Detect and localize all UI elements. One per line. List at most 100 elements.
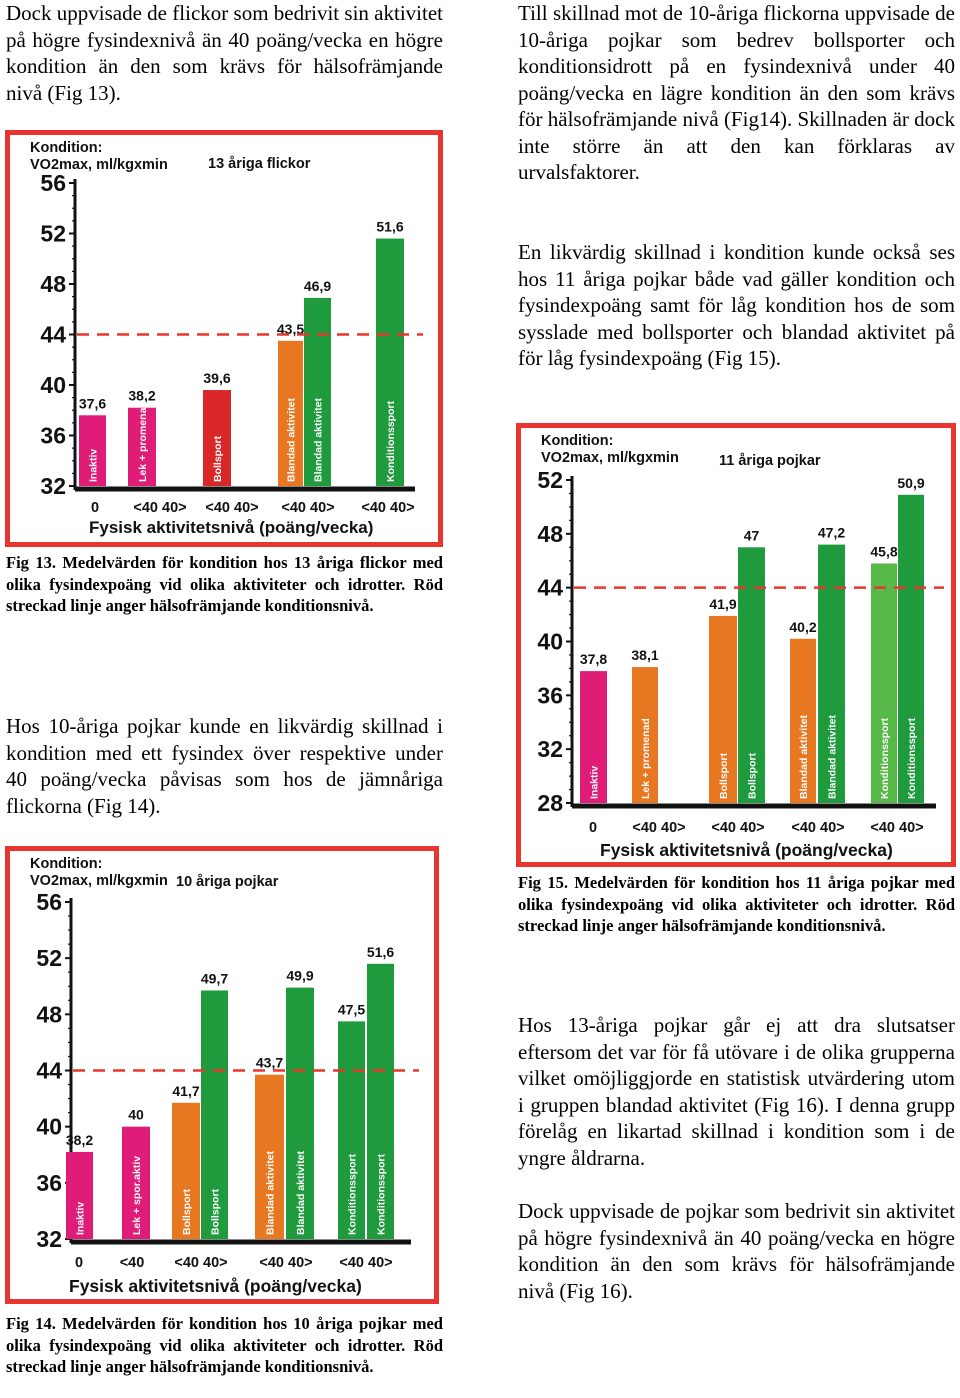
bar [255, 1074, 284, 1239]
bar [66, 1151, 93, 1239]
x-group-label: 0 [91, 500, 99, 516]
bar [738, 547, 765, 803]
bar [367, 963, 394, 1239]
bar-value-label: 45,8 [870, 543, 897, 559]
bar-category-label: Blandad aktivitet [313, 397, 325, 482]
bar-value-label: 49,7 [201, 970, 228, 986]
bar-category-label: Bollsport [181, 1188, 193, 1235]
bar-value-label: 43,5 [277, 321, 304, 337]
bar-category-label: Konditionssport [347, 1153, 359, 1235]
chart-title: 13 åriga flickor [208, 156, 311, 172]
y-tick-label: 56 [40, 170, 66, 196]
bar-value-label: 38,1 [631, 647, 658, 663]
y-tick-label: 32 [537, 736, 563, 762]
bar-value-label: 43,7 [256, 1055, 283, 1071]
y-tick-label: 52 [537, 467, 563, 493]
bar-category-label: Inaktiv [589, 766, 601, 799]
bar [278, 340, 303, 486]
y-tick-label: 32 [40, 473, 66, 499]
bar-value-label: 38,2 [128, 388, 155, 404]
y-tick-label: 36 [36, 1170, 62, 1196]
y-axis-label: VO2max, ml/kgxmin [541, 450, 679, 466]
paragraph-boys-13-conclusion: Hos 13-åriga pojkar går ej att dra sluts… [518, 1013, 955, 1170]
bar-category-label: Blandad aktivitet [286, 397, 298, 482]
chart-svg: Kondition:VO2max, ml/kgxmin 11 åriga pojk… [516, 423, 956, 867]
y-tick-label: 40 [36, 1114, 62, 1140]
x-group-label: <40 40> [281, 500, 334, 516]
bar-category-label: Bollsport [747, 752, 759, 799]
figure-13-caption: Fig 13. Medelvärden för kondition hos 13… [6, 553, 443, 615]
figure-13-chart: Kondition: VO2max, ml/kgxmin 13 åriga flic… [5, 130, 443, 547]
bar-value-label: 51,6 [376, 219, 403, 235]
figure-14-caption: Fig 14. Medelvärden för kondition hos 10… [6, 1314, 443, 1376]
bar-value-label: 37,8 [580, 651, 607, 667]
bar-category-label: Blandad aktivitet [798, 714, 810, 799]
x-group-label: <40 40> [870, 820, 923, 836]
y-tick-label: 40 [40, 372, 66, 398]
bar [128, 407, 156, 486]
figure-15-caption: Fig 15. Medelvärden för kondition hos 11… [518, 873, 955, 935]
chart-title: 11 åriga pojkar [719, 453, 821, 469]
paragraph-boys-10-difference: Till skillnad mot de 10-åriga flickorna … [518, 1, 955, 184]
y-axis-label: Kondition: [30, 140, 102, 156]
bar [790, 638, 816, 803]
bar [172, 1102, 200, 1239]
chart-svg: Kondition:VO2max, ml/kgxmin 13 åriga flic… [5, 130, 443, 547]
y-axis-label: VO2max, ml/kgxmin [30, 157, 168, 173]
bar [632, 667, 658, 803]
bar-category-label: Blandad aktivitet [827, 714, 839, 799]
y-tick-label: 48 [36, 1001, 62, 1027]
bar-category-label: Konditionssport [376, 1153, 388, 1235]
bar-value-label: 49,9 [286, 968, 313, 984]
chart-svg: Kondition:VO2max, ml/kgxmin 10 åriga pojk… [5, 846, 439, 1304]
bar-value-label: 38,2 [66, 1132, 93, 1148]
bar-value-label: 41,9 [709, 596, 736, 612]
x-group-label: 0 [589, 820, 597, 836]
bar [201, 990, 228, 1239]
bar-category-label: Bollsport [210, 1188, 222, 1235]
bar-value-label: 47 [744, 527, 760, 543]
figure-15-chart: Kondition: VO2max, ml/kgxmin 11 åriga pojk… [516, 423, 956, 867]
bar-category-label: Konditionssport [385, 400, 397, 482]
bar [286, 987, 314, 1239]
bar-category-label: Inaktiv [88, 449, 100, 482]
x-group-label: <40 40> [133, 500, 186, 516]
y-tick-label: 52 [36, 945, 62, 971]
paragraph-boys-10-similar: Hos 10-åriga pojkar kunde en likvärdig s… [6, 714, 443, 818]
y-tick-label: 52 [40, 221, 66, 247]
x-group-label: <40 [120, 1255, 145, 1271]
y-tick-label: 28 [537, 790, 563, 816]
bar [580, 671, 607, 803]
bar [871, 563, 897, 803]
y-tick-label: 48 [40, 271, 66, 297]
chart-title: 10 åriga pojkar [176, 874, 279, 890]
bar [122, 1126, 150, 1239]
bar-category-label: Konditionssport [906, 717, 918, 799]
bar-value-label: 37,6 [79, 395, 106, 411]
bar-value-label: 39,6 [203, 370, 230, 386]
bar-category-label: Blandad aktivitet [265, 1150, 277, 1235]
bar-value-label: 40,2 [789, 619, 816, 635]
bar-category-label: Lek + spor.aktiv [131, 1156, 143, 1235]
paragraph-boys-13-higher-fitness: Dock uppvisade de pojkar som bedrivit si… [518, 1199, 955, 1303]
y-axis-label: Kondition: [30, 856, 102, 872]
bar-category-label: Blandad aktivitet [295, 1150, 307, 1235]
x-axis-label: Fysisk aktivitetsnivå (poäng/vecka) [600, 840, 893, 860]
figure-14-chart: Kondition: VO2max, ml/kgxmin 10 åriga pojk… [5, 846, 439, 1304]
y-tick-label: 44 [40, 322, 66, 348]
bar [203, 390, 231, 486]
y-axis-label: Kondition: [541, 433, 613, 449]
y-tick-label: 36 [537, 682, 563, 708]
bar-category-label: Inaktiv [75, 1202, 87, 1235]
paragraph-boys-11-difference: En likvärdig skillnad i kondition kunde … [518, 240, 955, 370]
y-tick-label: 44 [36, 1058, 62, 1084]
x-group-label: <40 40> [632, 820, 685, 836]
bar-value-label: 46,9 [304, 278, 331, 294]
bar-category-label: Lek + promenad [640, 718, 652, 799]
bar [304, 297, 331, 486]
y-tick-label: 32 [36, 1226, 62, 1252]
bar-value-label: 47,2 [818, 525, 845, 541]
x-group-label: <40 40> [205, 500, 258, 516]
x-axis-label: Fysisk aktivitetsnivå (poäng/vecka) [89, 518, 373, 537]
x-group-label: <40 40> [711, 820, 764, 836]
